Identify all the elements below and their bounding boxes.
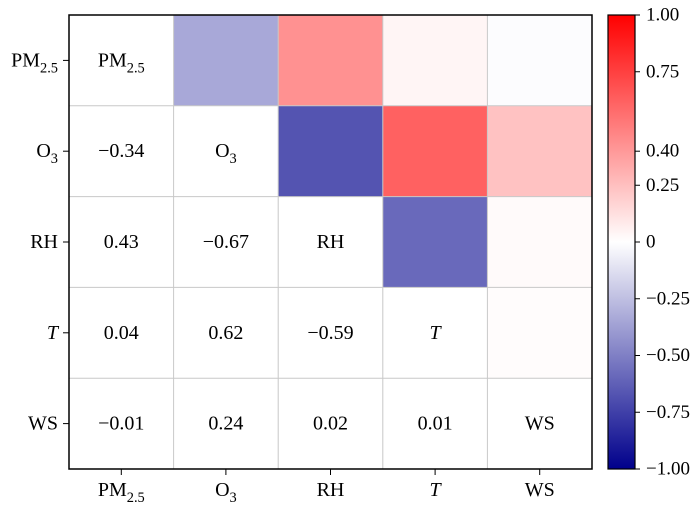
correlation-value-rh-pm25: 0.43 [104,231,139,253]
diagonal-label-t: T [430,322,443,344]
colorbar-tick-label: 0.25 [646,175,679,196]
colorbar-tick-label: 0 [646,232,656,253]
column-tick-label-o3: O3 [215,479,237,506]
diagonal-label-rh-base: RH [317,231,345,253]
column-tick-label-pm25-base: PM [98,479,127,501]
heatmap-cell-t-ws [487,287,592,379]
row-tick-label-pm25-base: PM [11,49,40,71]
colorbar-gradient [607,14,636,470]
correlation-value-o3-pm25: −0.34 [98,140,144,162]
row-tick-label-rh: RH [30,231,58,253]
column-tick-label-t-base: T [430,479,443,501]
column-tick-label-ws: WS [525,479,555,501]
heatmap-cell-rh-ws [487,196,592,288]
correlation-value-t-o3: 0.62 [208,322,243,344]
correlation-value-t-pm25: 0.04 [104,322,139,344]
heatmap-cells [173,15,592,379]
heatmap-cell-o3-rh [278,105,383,197]
column-tick-label-rh: RH [317,479,345,501]
heatmap-grid [69,15,592,469]
row-tick-label-t: T [47,322,60,344]
heatmap-labels: −0.34 0.43 −0.67 0.04 0.62 −0.59 −0.01 0.24 0.02… [11,49,555,506]
row-tick-label-t-base: T [47,322,60,344]
colorbar-tick-label: 0.75 [646,61,679,82]
diagonal-label-pm25: PM2.5 [98,49,145,76]
row-tick-label-ws: WS [28,413,58,435]
row-tick-label-rh-base: RH [30,231,58,253]
diagonal-label-rh: RH [317,231,345,253]
correlation-value-t-rh: −0.59 [307,322,353,344]
column-tick-label-o3-base: O [215,479,229,501]
colorbar-tick-label: −0.75 [646,402,690,423]
diagonal-label-ws-base: WS [525,413,555,435]
diagonal-label-pm25-base: PM [98,49,127,71]
diagonal-label-o3-subscript: 3 [230,151,237,167]
column-tick-label-t: T [430,479,443,501]
colorbar: −1.00 −0.75 −0.50 −0.25 0 0.25 0.40 0.75 1.00 [607,5,690,480]
colorbar-tick-label: −0.50 [646,345,690,366]
colorbar-tick-label: −0.25 [646,288,690,309]
colorbar-tick-label: 1.00 [646,5,679,26]
correlation-value-ws-o3: 0.24 [208,413,243,435]
column-tick-label-rh-base: RH [317,479,345,501]
row-tick-label-ws-base: WS [28,413,58,435]
heatmap-cell-pm25-t [382,15,488,106]
colorbar-tick-label: −1.00 [646,459,690,480]
heatmap-cell-o3-ws [487,105,592,197]
correlation-value-ws-rh: 0.02 [313,413,348,435]
heatmap-cell-rh-t [382,196,488,288]
correlation-value-ws-t: 0.01 [418,413,453,435]
diagonal-label-pm25-subscript: 2.5 [127,60,145,76]
correlation-value-ws-pm25: −0.01 [98,413,144,435]
heatmap-cell-o3-t [382,105,488,197]
column-tick-label-pm25: PM2.5 [98,479,145,506]
column-tick-label-o3-subscript: 3 [230,490,237,506]
heatmap-cell-pm25-ws [487,15,592,106]
row-tick-label-o3: O3 [36,140,58,167]
row-tick-label-o3-subscript: 3 [51,151,58,167]
column-tick-label-pm25-subscript: 2.5 [127,490,145,506]
row-tick-label-o3-base: O [36,140,50,162]
correlation-value-rh-o3: −0.67 [203,231,249,253]
row-tick-label-pm25-subscript: 2.5 [40,60,58,76]
diagonal-label-ws: WS [525,413,555,435]
diagonal-label-o3: O3 [215,140,237,167]
diagonal-label-t-base: T [430,322,443,344]
heatmap-cell-pm25-o3 [173,15,279,106]
row-tick-label-pm25: PM2.5 [11,49,58,76]
column-tick-label-ws-base: WS [525,479,555,501]
heatmap-cell-pm25-rh [278,15,383,106]
colorbar-tick-label: 0.40 [646,141,679,162]
diagonal-label-o3-base: O [215,140,229,162]
